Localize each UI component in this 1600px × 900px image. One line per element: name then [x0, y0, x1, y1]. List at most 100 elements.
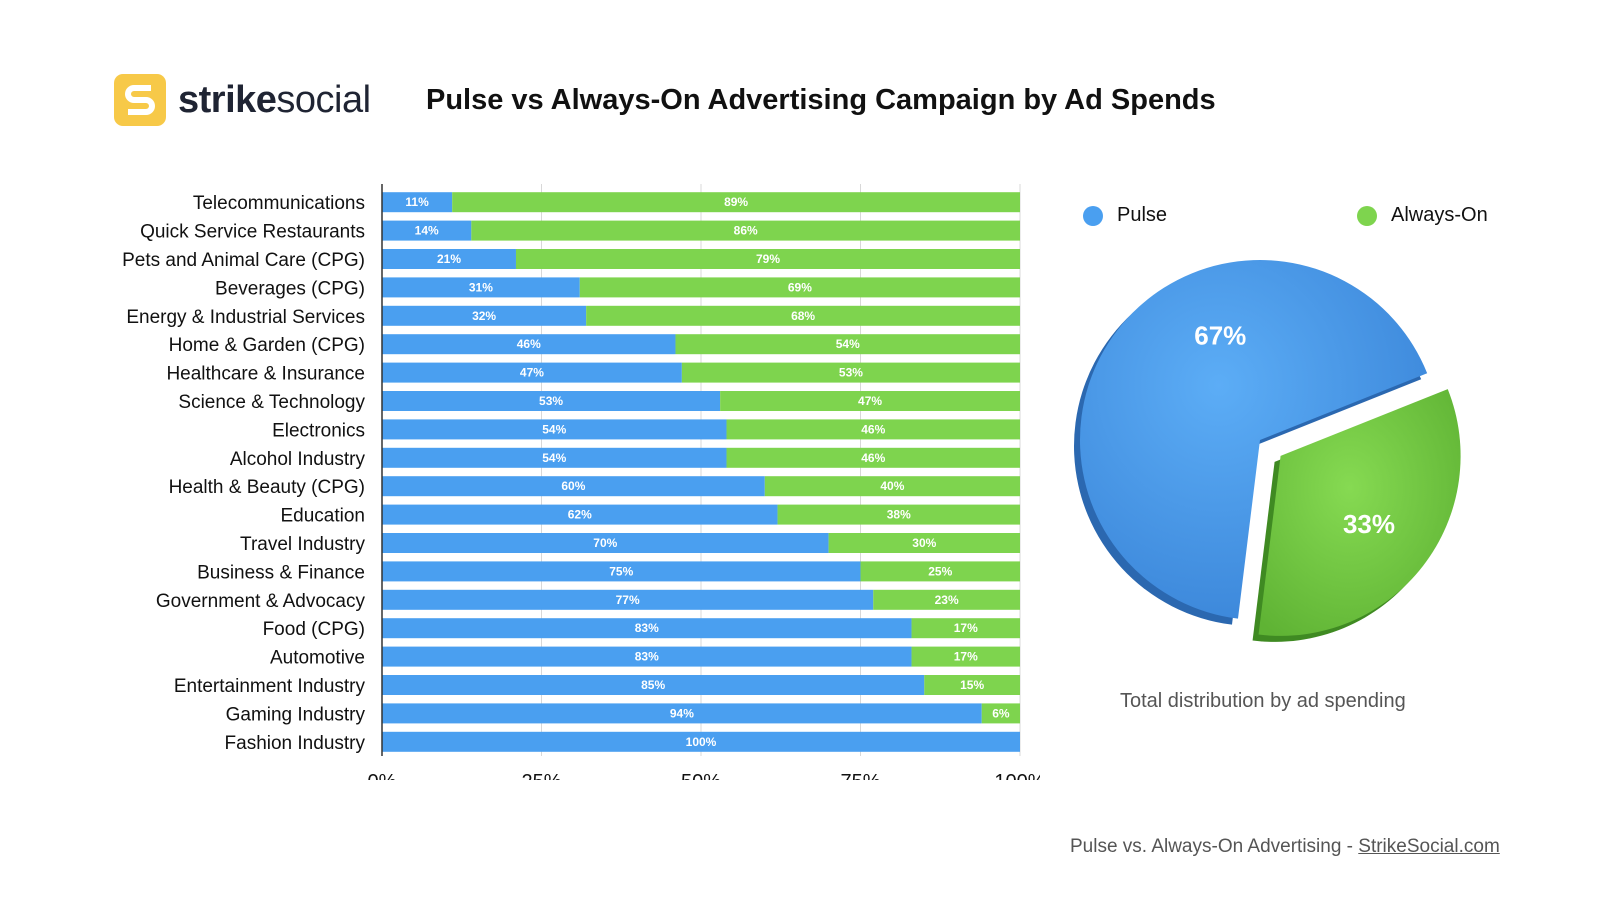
data-label-always-on: 30% [912, 536, 936, 550]
data-label-always-on: 6% [992, 706, 1010, 720]
data-label-pulse: 53% [539, 394, 563, 408]
x-tick-label: 100% [994, 771, 1040, 780]
bar-pulse [382, 476, 765, 497]
page-title: Pulse vs Always-On Advertising Campaign … [426, 84, 1216, 116]
bar-always-on [681, 362, 1020, 383]
bar-always-on [981, 703, 1020, 724]
data-label-pulse: 70% [593, 536, 617, 550]
pie-caption: Total distribution by ad spending [1120, 690, 1406, 712]
bar-pulse [382, 334, 676, 355]
category-label: Education [280, 506, 365, 527]
data-label-always-on: 69% [788, 280, 812, 294]
data-label-pulse: 31% [469, 280, 493, 294]
data-label-pulse: 54% [542, 422, 566, 436]
pie-slice-always-on [1258, 389, 1461, 636]
bar-pulse [382, 561, 861, 582]
bar-always-on [911, 618, 1020, 639]
legend-label-pulse: Pulse [1117, 204, 1168, 226]
data-label-always-on: 86% [734, 224, 758, 238]
data-label-always-on: 23% [935, 593, 959, 607]
bar-always-on [452, 192, 1020, 213]
legend-label-always-on: Always-On [1391, 204, 1488, 226]
data-label-pulse: 46% [517, 337, 541, 351]
data-label-pulse: 11% [405, 195, 429, 209]
x-tick-label: 50% [681, 771, 721, 780]
data-label-pulse: 60% [561, 479, 585, 493]
category-label: Business & Finance [197, 562, 365, 583]
bar-pulse [382, 391, 721, 411]
data-label-always-on: 25% [928, 564, 952, 578]
category-label: Science & Technology [178, 392, 365, 413]
data-label-always-on: 47% [858, 394, 882, 408]
data-label-pulse: 85% [641, 678, 665, 692]
data-label-pulse: 47% [520, 366, 544, 380]
category-label: Telecommunications [193, 193, 365, 214]
category-label: Alcohol Industry [230, 449, 366, 470]
bar-always-on [828, 533, 1020, 553]
x-tick-label: 25% [521, 771, 561, 780]
bar-always-on [579, 277, 1020, 298]
bar-pulse [382, 447, 727, 468]
data-label-pulse: 77% [616, 593, 640, 607]
bar-pulse [382, 589, 874, 610]
bar-pulse [382, 249, 516, 269]
data-label-pulse: 62% [568, 508, 592, 522]
data-label-always-on: 79% [756, 252, 780, 266]
data-label-pulse: 83% [635, 650, 659, 664]
data-label-always-on: 17% [954, 621, 978, 635]
x-tick-label: 75% [840, 771, 880, 780]
legend-item-pulse: Pulse [1083, 204, 1167, 227]
data-label-pulse: 75% [609, 564, 633, 578]
category-label: Energy & Industrial Services [126, 307, 365, 328]
category-label: Government & Advocacy [156, 591, 366, 612]
bar-pulse [382, 703, 982, 724]
bar-always-on [726, 447, 1020, 468]
footer-credit: Pulse vs. Always-On Advertising - Strike… [1070, 836, 1500, 858]
bar-always-on [873, 589, 1020, 610]
data-label-always-on: 89% [724, 195, 748, 209]
data-label-always-on: 17% [954, 650, 978, 664]
category-label: Healthcare & Insurance [166, 364, 365, 385]
bar-always-on [924, 675, 1020, 695]
bar-pulse [382, 277, 580, 298]
category-label: Quick Service Restaurants [140, 222, 365, 243]
legend-dot-pulse [1083, 205, 1103, 226]
bar-always-on [726, 419, 1020, 440]
pie-label-pulse: 67% [1194, 321, 1246, 351]
footer-link[interactable]: StrikeSocial.com [1358, 836, 1500, 857]
category-label: Travel Industry [240, 534, 365, 555]
data-label-always-on: 46% [861, 451, 885, 465]
bar-pulse [382, 192, 453, 213]
brand-name: strikesocial [178, 79, 371, 122]
bar-pulse [382, 533, 829, 553]
data-label-pulse: 94% [670, 706, 694, 720]
data-label-always-on: 46% [861, 422, 885, 436]
data-label-always-on: 38% [887, 508, 911, 522]
bar-always-on [764, 476, 1020, 497]
bar-always-on [675, 334, 1020, 355]
bar-always-on [720, 391, 1020, 411]
bar-always-on [471, 220, 1020, 241]
bar-pulse [382, 504, 778, 525]
bar-always-on [777, 504, 1020, 525]
x-tick-label: 0% [368, 771, 397, 780]
data-label-pulse: 83% [635, 621, 659, 635]
category-label: Automotive [270, 648, 365, 669]
category-label: Food (CPG) [263, 619, 365, 640]
data-label-always-on: 53% [839, 366, 863, 380]
bar-always-on [586, 305, 1020, 326]
category-label: Beverages (CPG) [215, 278, 365, 299]
bar-always-on [911, 646, 1020, 667]
category-label: Gaming Industry [226, 704, 366, 725]
data-label-pulse: 21% [437, 252, 461, 266]
bar-pulse [382, 646, 912, 667]
stacked-bar-chart: Telecommunications 11% 89% Quick Service Re… [122, 184, 1040, 780]
bar-always-on [860, 561, 1020, 582]
footer-prefix: Pulse vs. Always-On Advertising - [1070, 836, 1359, 857]
data-label-pulse: 14% [415, 224, 439, 238]
category-label: Electronics [272, 420, 365, 441]
category-label: Fashion Industry [225, 733, 366, 754]
pie-chart: 67% 33% [1074, 260, 1461, 642]
bar-pulse [382, 675, 925, 695]
legend-dot-always-on [1357, 205, 1377, 226]
